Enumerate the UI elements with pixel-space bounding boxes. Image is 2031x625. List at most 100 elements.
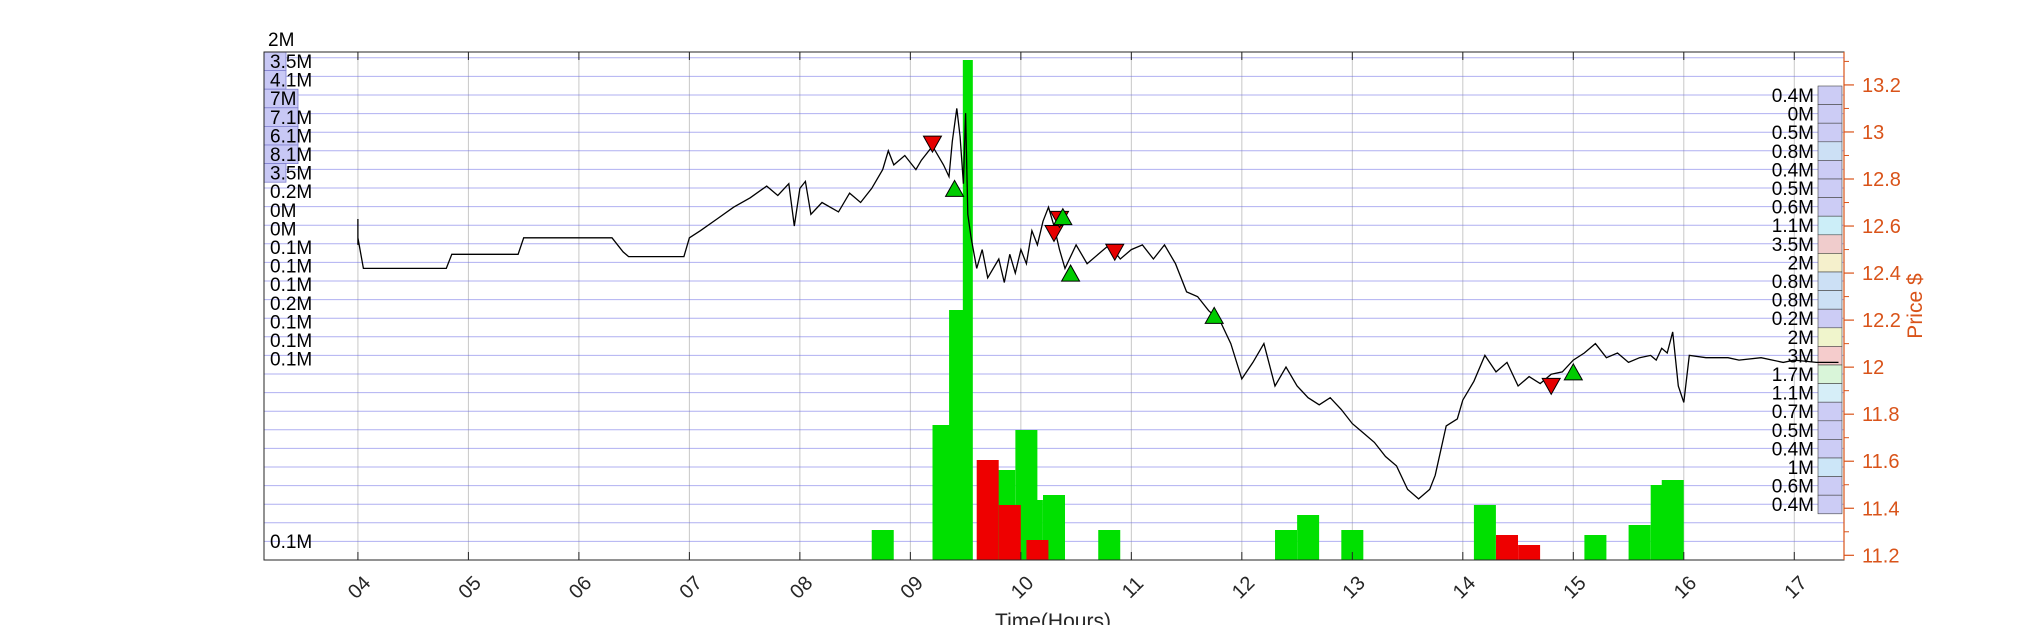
- volume-bar-up: [932, 425, 955, 560]
- right-volume-bar: [1817, 215, 1843, 236]
- left-volume-bottom-label: 0.1M: [270, 532, 312, 553]
- x-tick-label: 04: [344, 572, 375, 603]
- right-volume-label: 0.8M: [1772, 272, 1814, 293]
- volume-bars: [871, 60, 1684, 560]
- horizontal-grid: [264, 57, 1844, 542]
- x-tick-label: 07: [675, 572, 706, 603]
- price-tick-label: 11.4: [1862, 498, 1899, 520]
- left-volume-label: 0M: [270, 219, 296, 240]
- right-volume-label: 3.5M: [1772, 235, 1814, 256]
- right-volume-bar: [1817, 457, 1843, 477]
- plot-background: [264, 52, 1844, 560]
- volume-bar-up: [1473, 505, 1496, 560]
- x-tick-label: 11: [1118, 573, 1148, 603]
- x-tick-label: 05: [455, 572, 486, 603]
- price-tick-label: 11.8: [1862, 404, 1899, 426]
- right-volume-bar: [1817, 141, 1843, 161]
- buy-marker: [1052, 207, 1073, 226]
- vertical-grid: [357, 52, 1795, 560]
- left-volume-label: 3.5M: [270, 164, 312, 185]
- volume-bar-up: [962, 60, 973, 560]
- price-tick-label: 11.2: [1862, 545, 1899, 567]
- right-volume-label: 1.7M: [1772, 365, 1814, 386]
- right-volume-bar: [1817, 383, 1843, 403]
- x-tick-label: 15: [1559, 572, 1590, 603]
- buy-marker: [944, 179, 965, 197]
- trade-markers: [922, 135, 1584, 396]
- x-tick-label: 08: [786, 572, 817, 603]
- price-tick-label: 13.2: [1862, 75, 1901, 97]
- right-volume-bar: [1817, 234, 1843, 254]
- x-tick-label: 06: [565, 572, 596, 603]
- x-tick-label: 12: [1228, 572, 1259, 603]
- volume-bar-up: [1661, 480, 1684, 560]
- volume-bar-up: [1043, 495, 1065, 560]
- left-volume-labels: 2M3.5M4.1M7M7.1M6.1M8.1M3.5M0.2M0M0M0.1M…: [268, 30, 312, 553]
- right-price-axis: 11.2 11.4 11.6 11.8 12 12.2 12.4 12.6 12.8 13 13.2: [1843, 52, 1901, 567]
- right-volume-label: 0.4M: [1772, 439, 1814, 460]
- right-volume-label: 0.8M: [1772, 142, 1814, 163]
- x-tick-label: 17: [1780, 572, 1811, 603]
- right-volume-bar: [1817, 494, 1843, 515]
- volume-bar-down: [976, 460, 999, 560]
- left-volume-label: 0.1M: [270, 331, 312, 352]
- right-axis-title: Price $: [1904, 273, 1927, 339]
- price-tick-label: 13: [1862, 122, 1884, 144]
- x-tick-label: 13: [1338, 572, 1369, 603]
- volume-bar-down: [1496, 535, 1519, 560]
- volume-bar-up: [1275, 530, 1298, 560]
- right-volume-bar: [1817, 401, 1843, 422]
- right-volume-bar: [1817, 271, 1843, 291]
- right-volume-bar: [1817, 476, 1843, 496]
- right-volume-bar: [1817, 197, 1843, 217]
- right-volume-label: 3M: [1788, 346, 1814, 367]
- left-volume-label: 0.1M: [270, 275, 312, 296]
- right-volume-bar: [1817, 420, 1843, 440]
- buy-marker: [1204, 306, 1225, 324]
- right-volume-bar: [1817, 439, 1843, 459]
- left-volume-label: 7M: [270, 89, 296, 110]
- buy-marker: [1060, 264, 1081, 282]
- right-volume-bar: [1817, 178, 1843, 198]
- right-volume-profile: [1817, 85, 1843, 515]
- left-volume-label: 0M: [270, 201, 296, 222]
- volume-bar-down: [1026, 540, 1049, 560]
- left-volume-label: 7.1M: [270, 108, 312, 129]
- right-volume-bar: [1817, 85, 1843, 105]
- sell-marker: [922, 135, 943, 154]
- x-axis-title: Time(Hours): [995, 610, 1111, 625]
- volume-bar-up: [1297, 515, 1320, 560]
- left-volume-label: 6.1M: [270, 126, 312, 147]
- price-tick-label: 12.2: [1862, 310, 1901, 332]
- right-volume-label: 0.5M: [1772, 421, 1814, 442]
- sell-marker: [1044, 224, 1064, 243]
- right-volume-label: 1.1M: [1772, 384, 1814, 405]
- x-tick-label: 10: [1007, 572, 1038, 603]
- volume-bar-up: [1341, 530, 1364, 560]
- right-volume-bar: [1817, 308, 1843, 329]
- right-volume-labels: 0.4M0M0.5M0.8M0.4M0.5M0.6M1.1M3.5M2M0.8M…: [1772, 86, 1814, 516]
- left-volume-label: 0.1M: [270, 312, 312, 333]
- left-volume-top-label: 2M: [268, 30, 294, 51]
- x-tick-label: 16: [1670, 572, 1701, 603]
- volume-bar-down: [1518, 545, 1541, 560]
- right-volume-bar: [1817, 122, 1843, 143]
- sell-marker: [1541, 377, 1562, 396]
- left-volume-label: 0.2M: [270, 182, 312, 203]
- left-volume-label: 8.1M: [270, 145, 312, 166]
- right-volume-label: 1M: [1788, 458, 1814, 479]
- right-volume-bar: [1817, 327, 1843, 347]
- right-volume-label: 2M: [1788, 328, 1814, 349]
- buy-marker: [1563, 362, 1584, 381]
- right-volume-bar: [1817, 160, 1843, 180]
- right-volume-label: 0.2M: [1772, 309, 1814, 330]
- x-tick-label: 09: [896, 572, 927, 603]
- left-volume-label: 3.5M: [270, 52, 312, 73]
- left-volume-label: 0.1M: [270, 350, 312, 371]
- right-volume-label: 1.1M: [1772, 216, 1814, 237]
- price-tick-label: 11.6: [1862, 451, 1899, 473]
- right-volume-label: 0.6M: [1772, 477, 1814, 498]
- volume-bar-up: [1098, 530, 1121, 560]
- price-tick-label: 12.4: [1862, 263, 1901, 285]
- price-tick-label: 12.8: [1862, 169, 1901, 191]
